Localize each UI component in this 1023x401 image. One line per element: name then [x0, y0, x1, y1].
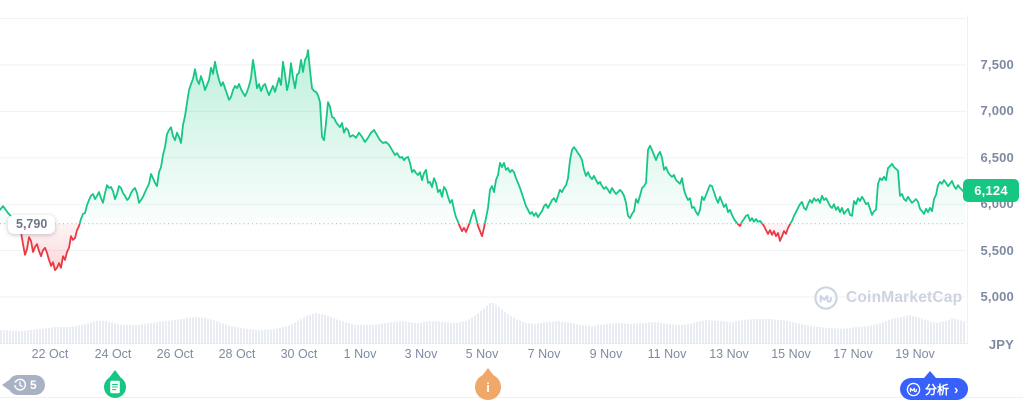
gridlines [0, 18, 966, 298]
news-marker-pointer [109, 370, 121, 378]
date-axis-label: 19 Nov [895, 347, 935, 361]
date-axis-label: 5 Nov [465, 347, 499, 361]
clock-history-icon [14, 378, 27, 391]
price-axis-label: 7,000 [980, 103, 1014, 119]
price-line-green [0, 49, 966, 224]
date-axis-label: 30 Oct [280, 347, 318, 361]
info-marker[interactable]: i [475, 374, 501, 400]
watermark-text: CoinMarketCap [846, 289, 963, 306]
date-axis-label: 3 Nov [404, 347, 438, 361]
price-area-below-baseline [17, 223, 791, 271]
date-axis-label: 22 Oct [31, 347, 69, 361]
info-label: i [486, 379, 490, 395]
document-icon [110, 380, 120, 394]
date-axis-label: 9 Nov [589, 347, 623, 361]
news-marker[interactable] [104, 376, 126, 398]
chevron-right-icon: › [954, 381, 959, 397]
price-axis-label: 5,000 [980, 289, 1014, 304]
coinmarketcap-logo-icon [906, 382, 921, 396]
date-axis-label: 24 Oct [94, 347, 132, 361]
analyze-label: 分析 [925, 382, 950, 397]
widget-bottom-border [0, 397, 1023, 398]
currency-axis-label: JPY [988, 337, 1014, 352]
date-axis-label: 17 Nov [833, 347, 873, 361]
analyze-button[interactable]: 分析 › [900, 378, 969, 400]
price-axis: 7,500 7,000 6,500 6,000 5,500 5,000 JPY [968, 0, 1018, 401]
date-axis-label: 13 Nov [709, 347, 749, 361]
date-axis-label: 26 Oct [156, 347, 194, 361]
current-price-badge: 6,124 [963, 179, 1019, 202]
date-axis-label: 1 Nov [343, 347, 377, 361]
date-axis-label: 28 Oct [218, 347, 256, 361]
baseline-price-label: 5,790 [8, 215, 56, 234]
date-axis-label: 7 Nov [527, 347, 561, 361]
date-axis-label: 15 Nov [771, 347, 811, 361]
info-marker-pointer [482, 368, 494, 376]
price-axis-label: 5,500 [980, 242, 1014, 258]
price-area-above-baseline [0, 50, 965, 224]
price-line-red [16, 223, 792, 271]
history-count: 5 [30, 378, 37, 392]
date-axis: 22 Oct 24 Oct 26 Oct 28 Oct 30 Oct 1 Nov 3 Nov… [0, 347, 1023, 363]
analyze-button-pointer [924, 371, 936, 378]
price-axis-label: 7,500 [980, 57, 1014, 72]
date-axis-label: 11 Nov [647, 347, 687, 361]
coinmarketcap-logo-icon [814, 286, 838, 310]
volume-bars [0, 303, 965, 343]
price-axis-label: 6,500 [980, 149, 1014, 165]
coinmarketcap-watermark: CoinMarketCap [813, 285, 962, 311]
history-count-badge[interactable]: 5 [2, 375, 45, 395]
